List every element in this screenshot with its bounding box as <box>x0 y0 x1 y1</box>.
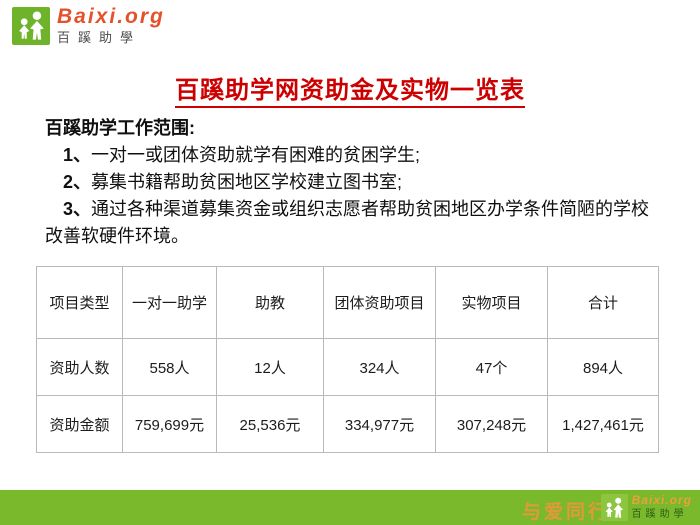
cell-value: 307,248元 <box>435 395 548 453</box>
cell-value: 894人 <box>547 338 659 396</box>
body-heading: 百蹊助学工作范围: <box>45 118 195 138</box>
body-text: 百蹊助学工作范围: 1、一对一或团体资助就学有困难的贫困学生; 2、募集书籍帮助… <box>45 115 663 250</box>
header-cell-project-type: 项目类型 <box>36 266 123 339</box>
row-label: 资助人数 <box>36 338 123 396</box>
table-row-funding-amount: 资助金额 759,699元 25,536元 334,977元 307,248元 … <box>36 395 659 453</box>
list-item-1-text: 一对一或团体资助就学有困难的贫困学生; <box>91 145 421 165</box>
table-header-row: 项目类型 一对一助学 助教 团体资助项目 实物项目 合计 <box>36 266 659 339</box>
cell-value: 47个 <box>435 338 548 396</box>
summary-table: 项目类型 一对一助学 助教 团体资助项目 实物项目 合计 资助人数 558人 1… <box>36 266 659 453</box>
people-figures-icon <box>605 497 624 518</box>
list-item-2-text: 募集书籍帮助贫困地区学校建立图书室; <box>91 172 403 192</box>
baixi-logo-icon <box>12 7 50 45</box>
footer-bar: 与爱同行 Baixi.org 百蹊助學 <box>0 490 700 525</box>
title-container: 百蹊助学网资助金及实物一览表 <box>0 70 700 108</box>
cell-value: 558人 <box>122 338 217 396</box>
logo-texts: Baixi.org 百蹊助學 <box>57 5 165 46</box>
cell-value: 324人 <box>323 338 436 396</box>
people-figures-icon <box>19 11 44 40</box>
cell-value: 1,427,461元 <box>547 395 659 453</box>
brand-name: Baixi.org <box>57 5 165 28</box>
footer-slogan: 与爱同行 <box>521 502 610 523</box>
cell-value: 25,536元 <box>216 395 324 453</box>
header-cell-group-funding: 团体资助项目 <box>323 266 436 339</box>
page-title: 百蹊助学网资助金及实物一览表 <box>175 70 525 108</box>
header-cell-total: 合计 <box>547 266 659 339</box>
list-item-3-text: 通过各种渠道募集资金或组织志愿者帮助贫困地区办学条件简陋的学校改善软硬件环境。 <box>45 199 650 246</box>
footer-logo-texts: Baixi.org 百蹊助學 <box>632 494 692 521</box>
footer-logo: Baixi.org 百蹊助學 <box>600 494 692 521</box>
cell-value: 759,699元 <box>122 395 217 453</box>
footer-brand-name: Baixi.org <box>631 493 692 507</box>
cell-value: 334,977元 <box>323 395 436 453</box>
list-item-2-number: 2、 <box>63 172 92 192</box>
baixi-logo-icon-small <box>600 494 628 521</box>
header-cell-one-on-one: 一对一助学 <box>122 266 217 339</box>
footer-brand-name-chinese: 百蹊助學 <box>631 509 688 520</box>
list-item-3: 3、通过各种渠道募集资金或组织志愿者帮助贫困地区办学条件简陋的学校改善软硬件环境… <box>45 196 663 250</box>
header-cell-teaching-aid: 助教 <box>216 266 324 339</box>
list-item-1-number: 1、 <box>63 145 92 165</box>
header-logo: Baixi.org 百蹊助學 <box>12 5 165 46</box>
cell-value: 12人 <box>216 338 324 396</box>
list-item-3-number: 3、 <box>63 199 92 219</box>
list-item-2: 2、募集书籍帮助贫困地区学校建立图书室; <box>45 169 663 196</box>
row-label: 资助金额 <box>36 395 123 453</box>
header-cell-in-kind: 实物项目 <box>435 266 548 339</box>
brand-name-chinese: 百蹊助學 <box>57 30 142 45</box>
list-item-1: 1、一对一或团体资助就学有困难的贫困学生; <box>45 142 663 169</box>
table-row-people-count: 资助人数 558人 12人 324人 47个 894人 <box>36 338 659 396</box>
